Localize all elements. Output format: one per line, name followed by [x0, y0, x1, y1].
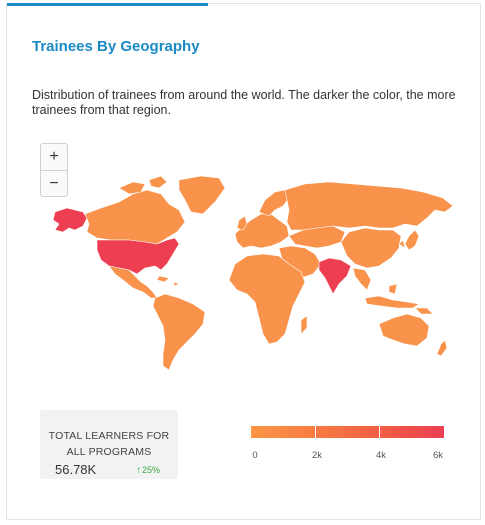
map-region-japan[interactable] — [398, 229, 420, 251]
map-region-south-america[interactable] — [152, 293, 206, 371]
world-map[interactable] — [49, 174, 459, 374]
zoom-in-button[interactable]: + — [49, 148, 59, 165]
map-region-scandinavia[interactable] — [258, 189, 290, 217]
map-region-mexico[interactable] — [108, 265, 158, 299]
map-region-africa[interactable] — [228, 253, 306, 345]
legend-label-0: 0 — [252, 450, 258, 461]
map-region-china[interactable] — [340, 227, 402, 269]
map-region-arctic-islands[interactable] — [118, 175, 168, 195]
map-region-canada[interactable] — [84, 189, 186, 245]
map-region-indonesia[interactable] — [364, 283, 420, 309]
card-title: Trainees By Geography — [32, 38, 200, 55]
legend-tick-mark — [315, 426, 316, 438]
map-region-southeast-asia[interactable] — [352, 267, 372, 291]
map-region-australia[interactable] — [378, 313, 430, 347]
map-color-legend: 0 2k 4k 6k — [251, 424, 446, 464]
trainees-geography-card: Trainees By Geography Distribution of tr… — [6, 3, 481, 520]
total-learners-change: ↑25% — [136, 465, 160, 476]
total-learners-stat: TOTAL LEARNERS FOR ALL PROGRAMS 56.78K ↑… — [40, 410, 178, 479]
map-region-united-states[interactable] — [96, 237, 180, 275]
legend-tick-mark — [379, 426, 380, 438]
map-region-russia[interactable] — [284, 181, 454, 231]
legend-gradient-bar — [251, 426, 444, 438]
zoom-out-button[interactable]: − — [41, 170, 67, 196]
map-region-greenland[interactable] — [178, 175, 226, 215]
map-zoom-control: + − — [40, 143, 68, 197]
map-region-india[interactable] — [318, 257, 352, 295]
legend-label-2k: 2k — [311, 450, 323, 461]
map-region-caribbean[interactable] — [156, 275, 180, 287]
total-learners-label: TOTAL LEARNERS FOR ALL PROGRAMS — [48, 430, 170, 458]
card-top-accent — [7, 3, 208, 6]
legend-label-4k: 4k — [375, 450, 387, 461]
map-region-papua[interactable] — [414, 307, 434, 315]
arrow-up-icon: ↑ — [136, 465, 141, 476]
legend-label-6k: 6k — [432, 450, 444, 461]
map-region-new-zealand[interactable] — [436, 339, 448, 357]
map-region-united-kingdom[interactable] — [236, 215, 248, 231]
map-region-madagascar[interactable] — [300, 315, 308, 335]
card-description: Distribution of trainees from around the… — [32, 88, 456, 117]
total-learners-value: 56.78K — [55, 462, 97, 477]
total-learners-change-value: 25% — [142, 465, 161, 475]
map-region-alaska[interactable] — [52, 207, 88, 233]
